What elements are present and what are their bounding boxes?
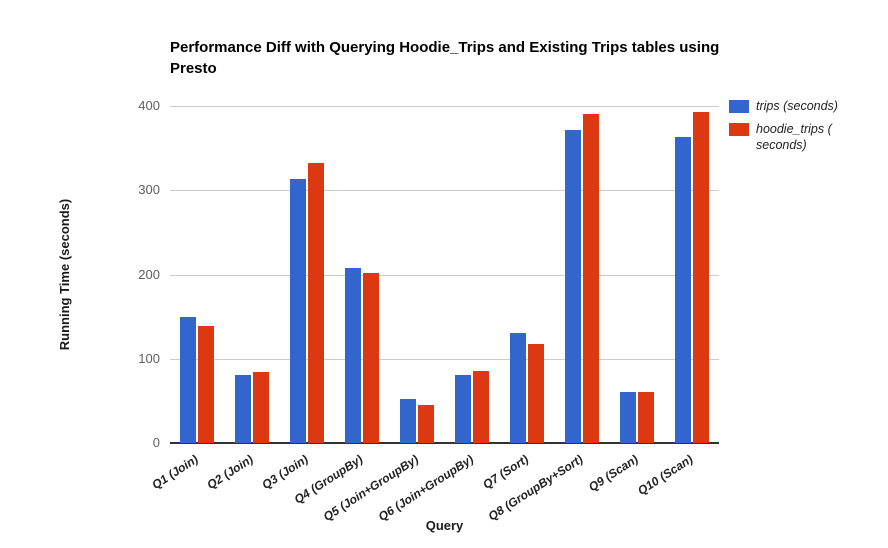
bar[interactable]	[180, 316, 197, 443]
bar[interactable]	[527, 344, 544, 443]
plot-area	[170, 106, 719, 444]
y-axis-title: Running Time (seconds)	[57, 198, 73, 351]
x-tick-label: Q7 (Sort)	[479, 452, 531, 492]
bar[interactable]	[472, 371, 489, 443]
legend-item[interactable]: trips (seconds)	[729, 98, 869, 114]
x-axis-baseline	[170, 442, 719, 444]
x-tick-label: Q1 (Join)	[149, 452, 202, 493]
bar[interactable]	[619, 391, 636, 443]
x-tick-label: Q2 (Join)	[204, 452, 256, 493]
bar[interactable]	[363, 272, 380, 443]
bar[interactable]	[674, 137, 691, 443]
bar[interactable]	[454, 374, 471, 443]
gridline	[170, 190, 719, 192]
bar[interactable]	[290, 179, 307, 443]
legend-swatch	[729, 123, 749, 136]
gridline	[170, 106, 719, 107]
bar[interactable]	[582, 114, 599, 443]
y-tick-label: 300	[138, 182, 160, 198]
legend-swatch	[729, 100, 749, 113]
y-tick-label: 200	[138, 266, 160, 282]
bar[interactable]	[692, 111, 709, 443]
y-axis-title-wrap: Running Time (seconds)	[55, 106, 75, 443]
legend-label: trips (seconds)	[756, 99, 838, 113]
x-tick-label: Q6 (Join+GroupBy)	[375, 452, 476, 524]
legend-label: hoodie_trips ( seconds)	[756, 122, 832, 152]
bar[interactable]	[235, 374, 252, 443]
y-tick-label: 0	[152, 435, 160, 450]
bar[interactable]	[509, 332, 526, 443]
bar[interactable]	[308, 163, 325, 443]
gridline	[170, 358, 719, 360]
bar[interactable]	[198, 325, 215, 443]
chart-title: Performance Diff with Querying Hoodie_Tr…	[170, 39, 720, 77]
bar[interactable]	[637, 392, 654, 443]
x-tick-label: Q8 (GroupBy+Sort)	[485, 452, 586, 524]
bar[interactable]	[253, 372, 270, 443]
y-tick-label: 100	[138, 350, 160, 366]
x-axis-title: Query	[425, 518, 464, 533]
bar[interactable]	[564, 130, 581, 443]
bar[interactable]	[345, 267, 362, 443]
y-tick-label: 400	[138, 98, 160, 113]
x-tick-label: Q9 (Scan)	[585, 452, 641, 495]
bar[interactable]	[418, 405, 435, 443]
x-tick-label: Q10 (Scan)	[634, 452, 696, 498]
x-axis-ticks: Q1 (Join) Q2 (Join) Q3 (Join) Q4 (GroupBy) Q…	[150, 452, 719, 524]
legend: trips (seconds) hoodie_trips ( seconds)	[729, 98, 869, 160]
legend-item[interactable]: hoodie_trips ( seconds)	[729, 121, 869, 153]
gridline	[170, 274, 719, 276]
bar[interactable]	[400, 399, 417, 443]
x-tick-label: Q5 (Join+GroupBy)	[320, 452, 421, 524]
